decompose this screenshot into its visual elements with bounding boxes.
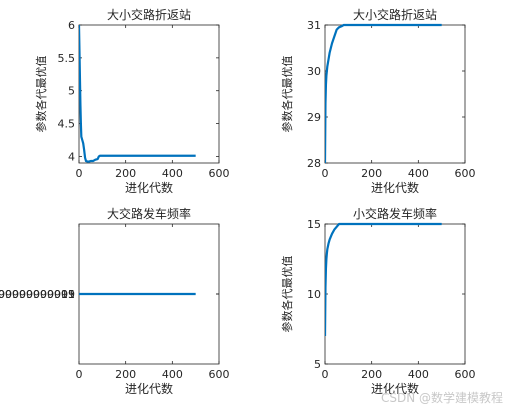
x-tick-label: 600	[209, 368, 230, 381]
x-tick-label: 400	[162, 368, 183, 381]
y-tick-label: 15	[61, 288, 75, 301]
y-tick-label: 15	[307, 218, 321, 231]
y-tick-label: 6	[68, 19, 75, 32]
axes-box	[324, 223, 466, 365]
x-axis-label: 进化代数	[125, 180, 173, 195]
x-tick-label: 600	[455, 167, 476, 180]
subplot-3: 0 200 400 600 14.9999999999991515.0000000000…	[0, 206, 230, 396]
y-axis-label: 参数各代最优值	[280, 56, 294, 133]
y-axis-label: 参数各代最优值	[280, 256, 294, 333]
x-tick-label: 0	[76, 368, 83, 381]
y-tick-label: 28	[307, 157, 321, 170]
x-tick-label: 0	[76, 167, 83, 180]
chart-title: 小交路发车频率	[353, 206, 437, 221]
chart-title: 大小交路折返站	[107, 7, 191, 22]
x-tick-label: 400	[162, 167, 183, 180]
y-tick-label: 5	[68, 85, 75, 98]
x-tick-label: 0	[322, 368, 329, 381]
x-axis-label: 进化代数	[371, 180, 419, 195]
y-axis-label: 参数各代最优值	[34, 56, 48, 133]
series-line	[325, 23, 442, 164]
x-tick-label: 200	[115, 167, 136, 180]
y-tick-label: 4.5	[58, 118, 76, 131]
x-tick-label: 200	[115, 368, 136, 381]
y-tick-label: 31	[307, 19, 321, 32]
x-axis-label: 进化代数	[371, 381, 419, 396]
x-tick-label: 600	[455, 368, 476, 381]
y-tick-label: 30	[307, 65, 321, 78]
y-tick-label: 29	[307, 111, 321, 124]
y-tick-label: 5.5	[58, 52, 76, 65]
x-tick-label: 600	[209, 167, 230, 180]
y-tick-label: 14.999999999999	[0, 288, 75, 301]
y-tick-label: 10	[307, 288, 321, 301]
series-line	[325, 222, 442, 337]
axes-box	[324, 24, 466, 164]
chart-title: 大小交路折返站	[353, 7, 437, 22]
x-tick-label: 400	[408, 368, 429, 381]
x-tick-label: 0	[322, 167, 329, 180]
chart-title: 大交路发车频率	[107, 206, 191, 221]
x-tick-label: 200	[361, 167, 382, 180]
axes-box	[78, 24, 220, 164]
x-tick-label: 400	[408, 167, 429, 180]
y-tick-label: 15.000000000001	[0, 288, 75, 301]
x-axis-label: 进化代数	[125, 381, 173, 396]
y-tick-label: 4	[68, 150, 75, 163]
x-tick-label: 200	[361, 368, 382, 381]
watermark: CSDN @数学建模教程	[380, 391, 503, 405]
y-tick-label: 5	[314, 358, 321, 371]
series-line	[79, 24, 196, 163]
